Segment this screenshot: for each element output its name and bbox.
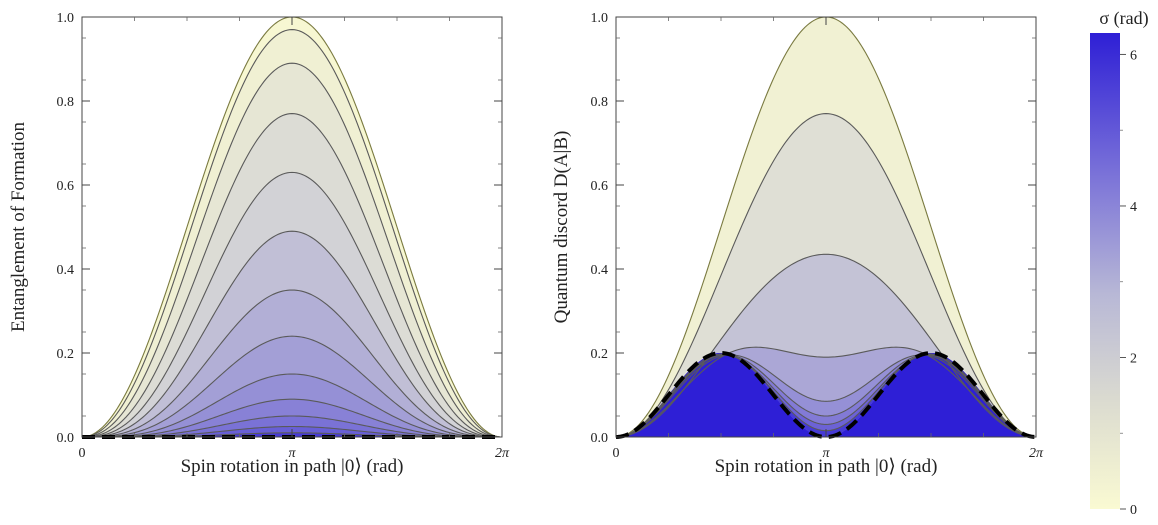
right-y-tick-label: 1.0 xyxy=(591,11,609,26)
left-x-tick-label: 2π xyxy=(495,446,510,461)
right-area-band xyxy=(616,353,1036,437)
right-y-axis-label: Quantum discord D(A|B) xyxy=(551,131,572,324)
right-sigma-curve xyxy=(615,354,1037,438)
left-sigma-curve xyxy=(82,335,500,438)
right-sigma-curve xyxy=(615,113,1037,438)
colorbar-ticks: 0 2 4 6 xyxy=(1120,48,1137,518)
right-x-tick-label: 2π xyxy=(1029,446,1044,461)
left-axis-ticks: 0.0 0.2 0.4 0.6 0.8 1.0 0 π 2π xyxy=(57,11,510,461)
left-sigma-curve xyxy=(82,230,500,438)
left-sigma-curve xyxy=(82,373,500,438)
left-panel: 0.0 0.2 0.4 0.6 0.8 1.0 0 π 2π Entanglement of F… xyxy=(8,11,510,477)
right-x-axis-label: Spin rotation in path |0⟩ (rad) xyxy=(715,456,938,477)
right-sigma-curve xyxy=(615,354,1037,438)
left-area-band xyxy=(82,426,500,437)
left-y-tick-label: 0.8 xyxy=(57,95,75,110)
right-axis-ticks: 0.0 0.2 0.4 0.6 0.8 1.0 0 π 2π xyxy=(591,11,1044,461)
colorbar-tick-label: 0 xyxy=(1130,503,1137,518)
right-sigma-curve xyxy=(615,354,1037,438)
left-x-axis-label: Spin rotation in path |0⟩ (rad) xyxy=(181,456,404,477)
left-x-tick-label: 0 xyxy=(79,446,86,461)
colorbar-title: σ (rad) xyxy=(1099,8,1148,29)
right-y-tick-label: 0.6 xyxy=(591,179,609,194)
colorbar-gradient xyxy=(1090,33,1120,509)
colorbar-tick-label: 6 xyxy=(1130,48,1137,63)
left-y-tick-label: 0.6 xyxy=(57,179,75,194)
colorbar-tick-label: 2 xyxy=(1130,351,1137,366)
left-sigma-curve xyxy=(81,29,500,438)
left-sigma-curve xyxy=(82,289,500,438)
right-sigma-curve xyxy=(615,346,1037,438)
right-curves xyxy=(615,16,1037,438)
left-sigma-curve xyxy=(82,398,500,438)
left-y-tick-label: 0.0 xyxy=(57,431,75,446)
left-area-band xyxy=(82,432,500,437)
left-sigma-curve xyxy=(81,113,500,438)
right-panel: 0.0 0.2 0.4 0.6 0.8 1.0 0 π 2π Quantum discord D… xyxy=(551,11,1044,477)
left-y-axis-label: Entanglement of Formation xyxy=(8,121,29,332)
right-area-fills xyxy=(616,17,1036,437)
right-area-band xyxy=(616,17,1036,437)
right-y-tick-label: 0.2 xyxy=(591,347,609,362)
right-area-band xyxy=(616,254,1036,437)
right-x-tick-label: 0 xyxy=(613,446,620,461)
left-sigma-curve xyxy=(81,62,500,438)
left-x-tick-label: π xyxy=(288,446,296,461)
right-area-band xyxy=(616,113,1036,437)
colorbar: σ (rad) 0 2 4 6 xyxy=(1090,8,1149,518)
left-y-tick-label: 0.4 xyxy=(57,263,75,278)
right-y-tick-label: 0.4 xyxy=(591,263,609,278)
right-x-tick-label: π xyxy=(822,446,830,461)
right-y-tick-label: 0.0 xyxy=(591,431,609,446)
right-area-band xyxy=(616,354,1036,437)
colorbar-tick-label: 4 xyxy=(1130,200,1137,215)
left-y-tick-label: 1.0 xyxy=(57,11,75,26)
left-y-tick-label: 0.2 xyxy=(57,347,75,362)
left-sigma-curve xyxy=(81,171,500,438)
right-area-band xyxy=(616,347,1036,437)
right-y-tick-label: 0.8 xyxy=(591,95,609,110)
